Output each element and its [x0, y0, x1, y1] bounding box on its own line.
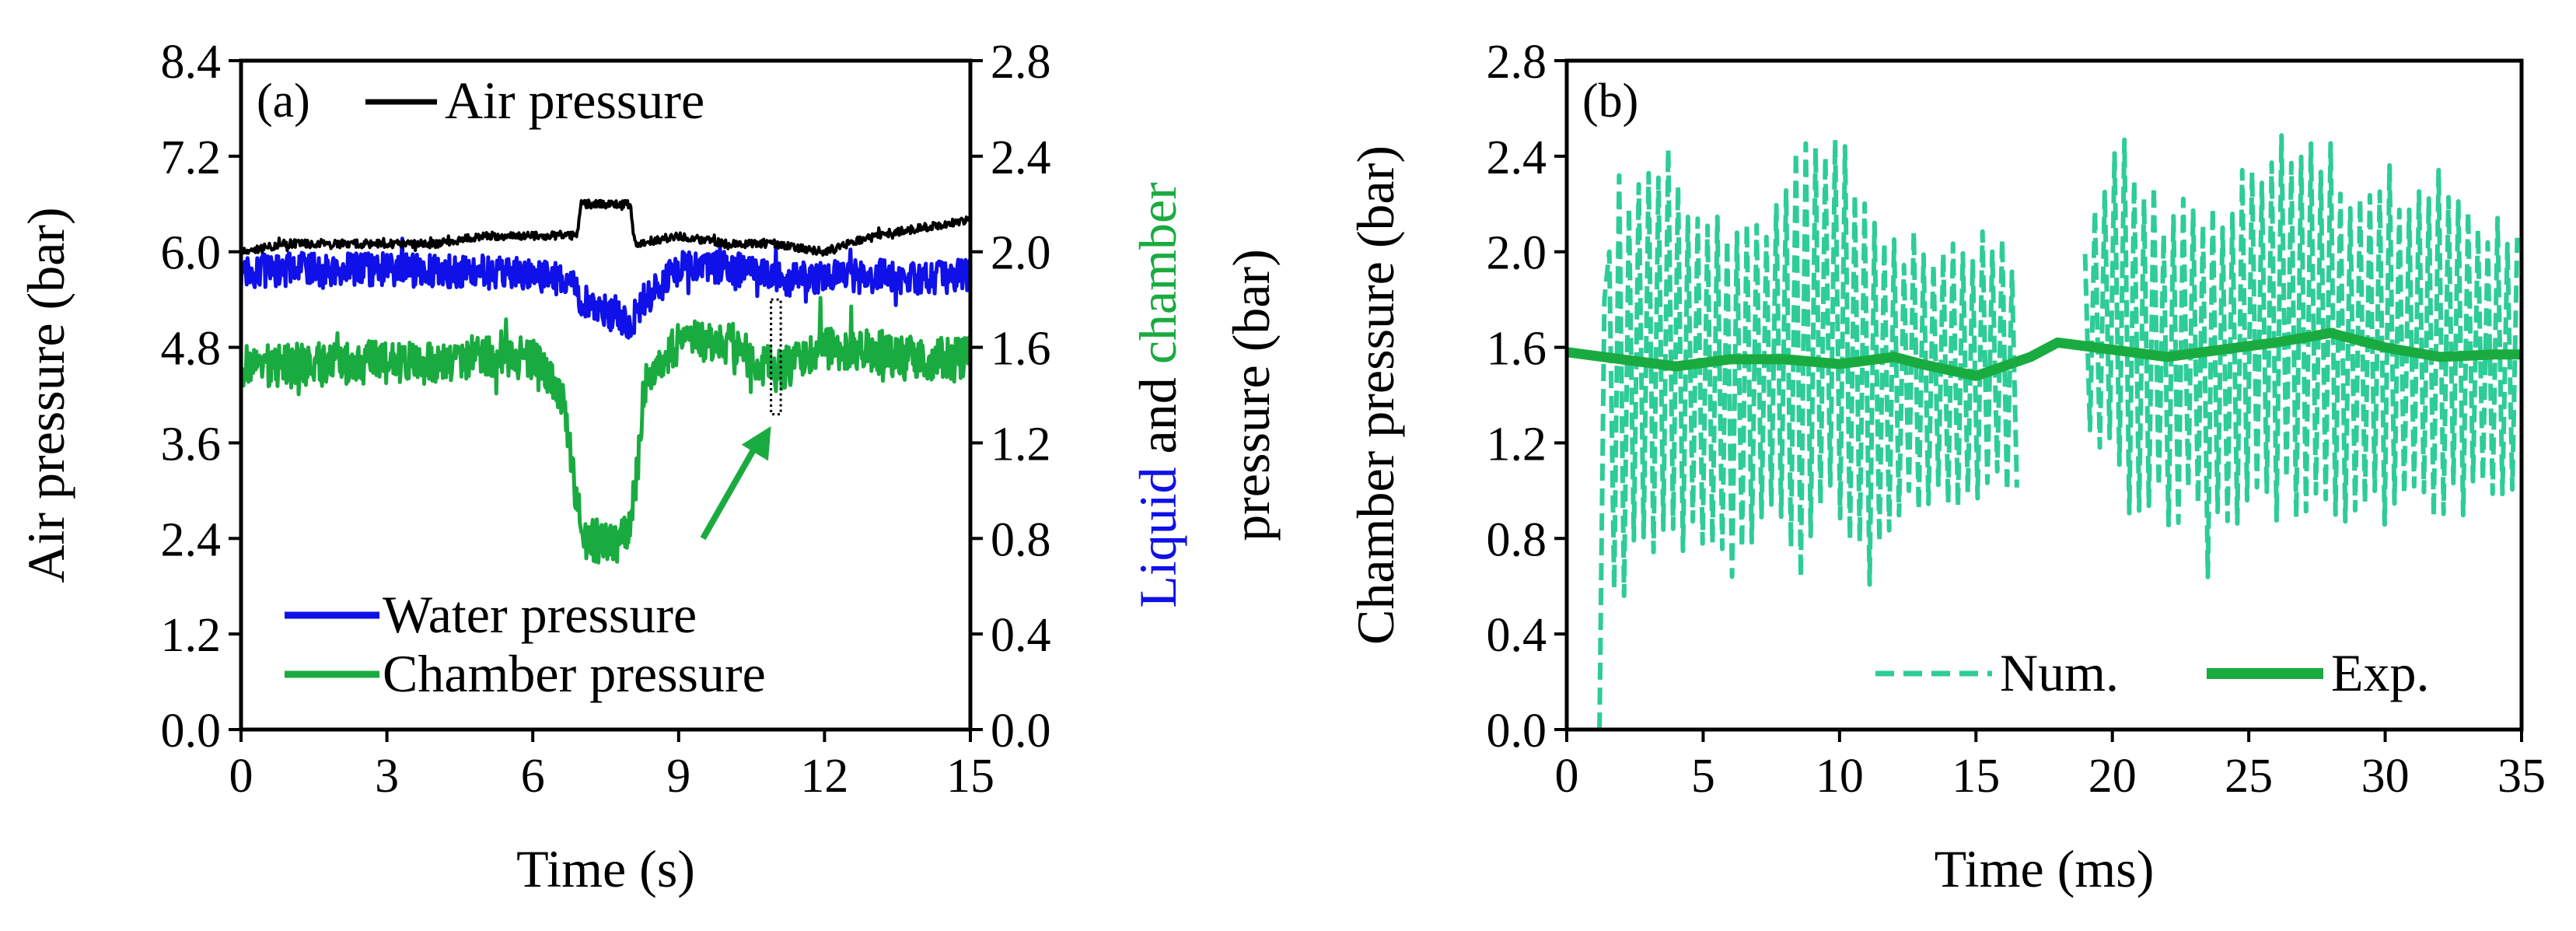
legend-air-label: Air pressure	[445, 71, 704, 130]
chart-a-ytick-right-label: 0.0	[991, 705, 1051, 758]
series-exp	[1566, 327, 2522, 381]
chart-b-ytick-label: 1.6	[1487, 323, 1547, 376]
annotation-highlight-box	[770, 298, 782, 416]
chart-a-ticks-group: 0 3 6 9 12 150.01.22.43.64.86.07.28.40.00.40.…	[161, 36, 1051, 803]
chart-a-plot-frame	[239, 58, 973, 732]
legend-num-label: Num.	[2000, 643, 2119, 702]
legend-water-label: Water pressure	[383, 585, 697, 644]
chart-a-xtick-label: 15	[946, 750, 994, 803]
series-num-segment	[2082, 133, 2520, 579]
chart-b-xtick-label: 20	[2088, 750, 2137, 803]
chart-a-xtick-label: 6	[521, 750, 545, 803]
chart-a-ytick-left-label: 2.4	[161, 513, 222, 566]
annotation-arrow-head	[741, 425, 771, 461]
chart-b-ticks-group: 0 5 10 15 20 25 30 35 0.0 0.4 0.8 1.2 1.6 2.0 2.4 2.8	[1487, 36, 2546, 803]
chart-b-ylabel: Chamber pressure (bar)	[1346, 145, 1405, 645]
chart-a-ytick-left-label: 3.6	[161, 418, 222, 471]
chart-b-ytick-label: 1.2	[1487, 418, 1547, 471]
chart-a-xtick-label: 9	[666, 750, 690, 803]
chart-a-xtick-label: 12	[800, 750, 848, 803]
chart-b-ytick-label: 0.0	[1487, 705, 1547, 758]
chart-a-ytick-left-label: 4.8	[161, 323, 222, 376]
chart-a-panel-label: (a)	[257, 75, 310, 128]
chart-a-ylabel-right-and: and	[1128, 364, 1187, 467]
chart-a-ytick-right-label: 0.8	[991, 513, 1051, 566]
chart-b-xtick-label: 5	[1691, 750, 1715, 803]
chart-b-ytick-label: 2.4	[1487, 131, 1547, 184]
chart-a-ytick-right-label: 0.4	[991, 609, 1051, 662]
chart-a-ylabel-right-liquid: Liquid	[1128, 467, 1187, 607]
series-water-pressure	[239, 236, 973, 340]
chart-b-xlabel: Time (ms)	[1935, 839, 2155, 898]
chart-b-ytick-label: 2.8	[1487, 36, 1547, 89]
chart-a-xlabel: Time (s)	[516, 839, 695, 898]
series-chamber-pressure	[239, 296, 973, 565]
chart-b-xtick-label: 30	[2361, 750, 2410, 803]
chart-panel-b: 0 5 10 15 20 25 30 35 0.0 0.4 0.8 1.2 1.6 2.0 2.4 2.8 (…	[1346, 36, 2546, 898]
chart-b-ytick-label: 2.0	[1487, 227, 1547, 280]
chart-a-ytick-right-label: 2.0	[991, 227, 1051, 280]
chart-a-xtick-label: 0	[229, 750, 253, 803]
chart-a-ytick-left-label: 7.2	[161, 131, 222, 184]
chart-b-plot-frame	[1564, 58, 2524, 732]
chart-b-xtick-label: 35	[2497, 750, 2546, 803]
chart-a-xtick-label: 3	[375, 750, 399, 803]
chart-a-ylabel-right-line1: Liquid and chamber	[1128, 182, 1187, 608]
legend-chamber-label: Chamber pressure	[383, 644, 766, 703]
chart-b-ytick-label: 0.4	[1487, 609, 1547, 662]
chart-b-xtick-label: 25	[2225, 750, 2273, 803]
chart-a-annotation-group	[700, 298, 782, 541]
chart-a-ytick-left-label: 6.0	[161, 227, 222, 280]
chart-b-xtick-label: 15	[1952, 750, 2000, 803]
chart-a-ytick-left-label: 1.2	[161, 609, 222, 662]
chart-b-panel-label: (b)	[1582, 75, 1638, 128]
series-air-pressure	[239, 198, 971, 257]
chart-b-series-group	[1566, 133, 2522, 730]
annotation-arrow-shaft	[700, 433, 765, 541]
chart-b-xtick-label: 10	[1816, 750, 1864, 803]
chart-b-xtick-label: 0	[1555, 750, 1579, 803]
chart-a-ytick-right-label: 2.8	[991, 36, 1051, 89]
chart-a-series-group	[239, 198, 973, 565]
chart-b-ytick-label: 0.8	[1487, 513, 1547, 566]
chart-a-ylabel-right-line2: pressure (bar)	[1222, 249, 1281, 541]
chart-panel-a: 0 3 6 9 12 150.01.22.43.64.86.07.28.40.00.40.…	[16, 36, 1281, 898]
chart-a-ytick-right-label: 1.6	[991, 323, 1051, 376]
chart-a-ytick-right-label: 2.4	[991, 131, 1051, 184]
chart-a-ytick-left-label: 0.0	[161, 705, 222, 758]
chart-a-ylabel-left: Air pressure (bar)	[16, 207, 75, 583]
chart-a-ylabel-right-chamber: chamber	[1128, 182, 1187, 364]
series-num-segment	[1597, 138, 2019, 730]
legend-exp-label: Exp.	[2331, 643, 2430, 702]
chart-a-ytick-right-label: 1.2	[991, 418, 1051, 471]
chart-a-ytick-left-label: 8.4	[161, 36, 222, 89]
